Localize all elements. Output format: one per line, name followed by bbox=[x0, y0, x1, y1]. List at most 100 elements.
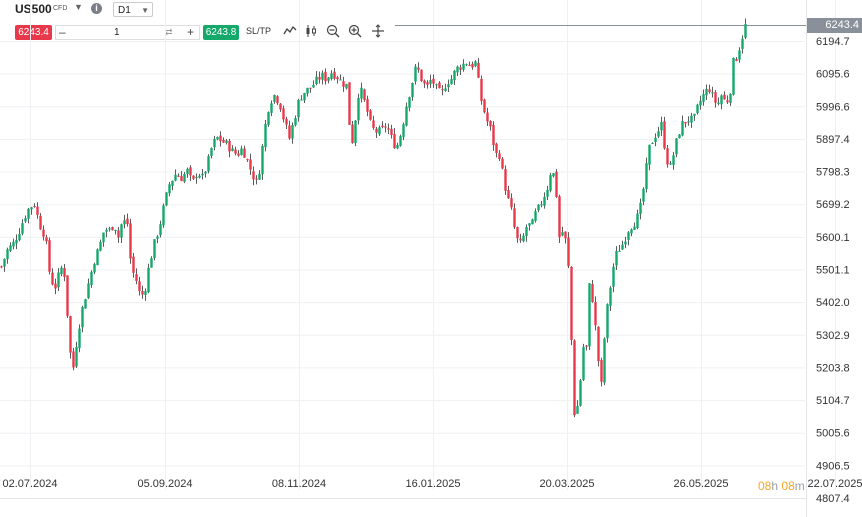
buy-button[interactable]: 6243.8 bbox=[203, 25, 239, 40]
timeframe-select[interactable]: D1 ▼ bbox=[113, 2, 153, 17]
candle bbox=[114, 229, 117, 235]
candle bbox=[321, 70, 324, 85]
candle bbox=[213, 135, 216, 151]
candle bbox=[390, 124, 393, 139]
candle-body bbox=[507, 190, 510, 199]
info-icon[interactable]: i bbox=[91, 3, 102, 14]
candle-body bbox=[465, 64, 468, 66]
candle-body bbox=[390, 128, 393, 135]
plus-button[interactable]: + bbox=[187, 25, 195, 39]
candle-body bbox=[75, 347, 78, 367]
candle bbox=[186, 167, 189, 178]
candle bbox=[297, 98, 300, 122]
candle bbox=[525, 224, 528, 242]
candle-body bbox=[483, 99, 486, 113]
sltp-button[interactable]: SL/TP bbox=[246, 26, 272, 36]
symbol-label[interactable]: US500 bbox=[15, 2, 52, 16]
candle-body bbox=[717, 102, 720, 104]
candle-body bbox=[447, 84, 450, 88]
candle-body bbox=[327, 77, 330, 81]
swap-icon[interactable]: ⇄ bbox=[165, 27, 173, 37]
candle bbox=[465, 63, 468, 67]
candle-body bbox=[342, 81, 345, 87]
candle bbox=[633, 222, 636, 230]
candle-body bbox=[249, 159, 252, 170]
candle bbox=[123, 214, 126, 229]
candle-body bbox=[375, 128, 378, 133]
candle-body bbox=[603, 338, 606, 383]
candle bbox=[78, 324, 81, 353]
candle-body bbox=[618, 250, 621, 252]
candle-body bbox=[666, 148, 669, 165]
candle bbox=[6, 247, 9, 264]
candle bbox=[735, 57, 738, 62]
candle-body bbox=[150, 258, 153, 268]
candle bbox=[90, 270, 93, 288]
candle bbox=[48, 237, 51, 275]
chevron-down-icon[interactable]: ▼ bbox=[74, 2, 83, 12]
line-chart-icon[interactable] bbox=[283, 24, 297, 41]
candle bbox=[102, 232, 105, 247]
quantity-stepper: – 1 ⇄ + bbox=[55, 25, 200, 40]
candles-icon[interactable] bbox=[305, 24, 319, 41]
current-price-flag: 6243.4 bbox=[807, 18, 862, 33]
candle-body bbox=[135, 274, 138, 281]
candle bbox=[99, 239, 102, 252]
candle-body bbox=[0, 266, 3, 268]
candle bbox=[708, 84, 711, 94]
candle-body bbox=[561, 232, 564, 236]
candle-body bbox=[552, 173, 555, 177]
candle-body bbox=[69, 316, 72, 353]
candle-body bbox=[72, 351, 75, 368]
candle bbox=[273, 94, 276, 104]
candle-body bbox=[651, 142, 654, 144]
candle-body bbox=[339, 79, 342, 81]
candle bbox=[627, 230, 630, 246]
candle-body bbox=[357, 97, 360, 121]
candle bbox=[12, 238, 15, 250]
candle-body bbox=[351, 124, 354, 144]
candle-body bbox=[237, 153, 240, 156]
candle bbox=[72, 347, 75, 371]
candle bbox=[468, 61, 471, 66]
candle bbox=[189, 165, 192, 181]
candle-body bbox=[474, 61, 477, 67]
candle-body bbox=[648, 144, 651, 165]
candle-body bbox=[222, 139, 225, 143]
candle bbox=[303, 92, 306, 103]
y-tick-label: 5203.8 bbox=[816, 362, 850, 374]
minus-button[interactable]: – bbox=[59, 25, 66, 39]
candle-body bbox=[87, 283, 90, 299]
sell-button[interactable]: 6243.4 bbox=[15, 25, 52, 40]
candle-body bbox=[699, 100, 702, 106]
candle-body bbox=[705, 89, 708, 96]
candle bbox=[636, 209, 639, 230]
candle-body bbox=[645, 163, 648, 190]
candle bbox=[564, 231, 567, 244]
candle bbox=[291, 122, 294, 144]
zoom-in-icon[interactable] bbox=[348, 24, 362, 41]
candle-body bbox=[408, 97, 411, 108]
candle-body bbox=[180, 176, 183, 182]
candle bbox=[306, 87, 309, 97]
candle bbox=[57, 268, 60, 292]
candle bbox=[120, 223, 123, 244]
candle-body bbox=[489, 120, 492, 127]
zoom-out-icon[interactable] bbox=[326, 24, 340, 41]
candle bbox=[549, 172, 552, 193]
candle bbox=[504, 165, 507, 196]
candle-body bbox=[18, 233, 21, 241]
x-axis: 02.07.2024 05.09.2024 08.11.2024 16.01.2025… bbox=[0, 478, 862, 499]
candle-body bbox=[117, 230, 120, 238]
candle bbox=[246, 158, 249, 162]
candle-body bbox=[276, 96, 279, 104]
candle bbox=[264, 119, 267, 152]
quantity-input[interactable]: 1 bbox=[114, 27, 120, 38]
candle bbox=[486, 107, 489, 127]
candle bbox=[309, 87, 312, 93]
crosshair-icon[interactable] bbox=[371, 24, 385, 41]
candle-body bbox=[609, 287, 612, 306]
y-axis: 6194.7 6095.6 5996.6 5897.4 5798.3 5699.2 5600… bbox=[806, 0, 850, 517]
candle bbox=[180, 171, 183, 182]
